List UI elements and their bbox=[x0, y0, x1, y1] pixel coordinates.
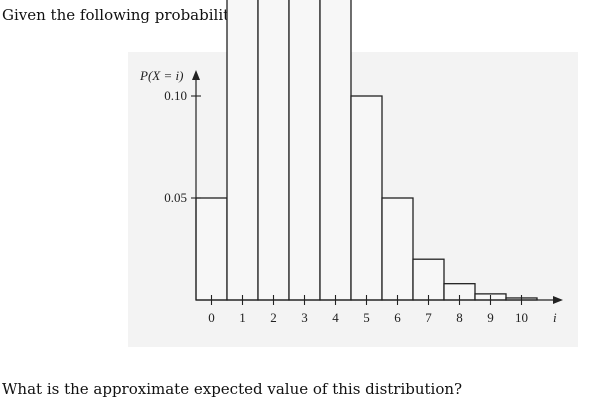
x-tick-label: 7 bbox=[425, 310, 432, 325]
y-axis-title: P(X = i) bbox=[139, 68, 183, 83]
x-tick-label: 6 bbox=[394, 310, 401, 325]
x-axis-arrow-icon bbox=[553, 296, 563, 304]
x-tick-label: 2 bbox=[270, 310, 277, 325]
bar-2 bbox=[257, 0, 290, 301]
bar-4 bbox=[319, 0, 352, 301]
bar-0 bbox=[195, 197, 228, 301]
x-tick-label: 0 bbox=[208, 310, 215, 325]
bar-3 bbox=[288, 0, 321, 301]
question-prompt: What is the approximate expected value o… bbox=[2, 380, 463, 398]
x-tick-label: 1 bbox=[239, 310, 246, 325]
y-tick-label: 0.15 bbox=[164, 0, 187, 1]
x-tick-label: 8 bbox=[456, 310, 463, 325]
bar-1 bbox=[226, 0, 259, 301]
bar-6 bbox=[381, 197, 414, 301]
y-axis-arrow-icon bbox=[192, 70, 200, 80]
x-tick-label: 4 bbox=[332, 310, 339, 325]
y-tick-label: 0.05 bbox=[164, 190, 187, 205]
bar-7 bbox=[412, 258, 445, 301]
x-tick-label: 10 bbox=[515, 310, 528, 325]
x-ticks-group: 0 1 2 3 4 5 6 7 8 9 10 bbox=[208, 295, 528, 325]
x-axis-title: i bbox=[553, 310, 557, 325]
y-ticks-group: 0.050.100.150.20 bbox=[164, 0, 201, 205]
bars-group bbox=[195, 0, 538, 301]
x-tick-label: 3 bbox=[301, 310, 308, 325]
y-tick-label: 0.10 bbox=[164, 88, 187, 103]
x-tick-label: 5 bbox=[363, 310, 370, 325]
x-tick-label: 9 bbox=[487, 310, 494, 325]
axes-group bbox=[192, 70, 563, 304]
bar-5 bbox=[350, 95, 383, 301]
